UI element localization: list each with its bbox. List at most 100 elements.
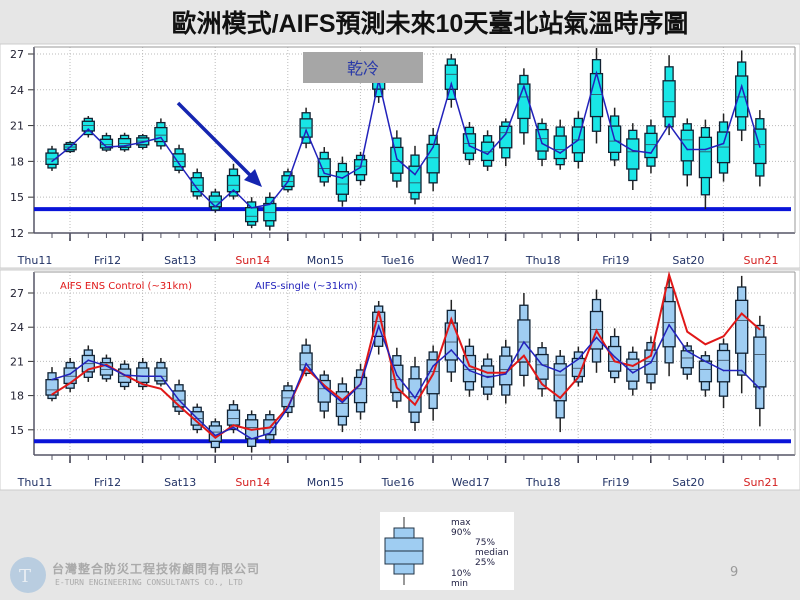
box-p25-p75 xyxy=(553,135,567,160)
box-40 xyxy=(753,315,767,427)
box-p25-p75 xyxy=(735,299,749,354)
series-point xyxy=(432,373,434,375)
box-34 xyxy=(644,119,658,174)
box-p25-p75 xyxy=(408,378,422,413)
series-point xyxy=(196,188,198,190)
series-point xyxy=(414,173,416,176)
series-point xyxy=(686,350,689,352)
series-point xyxy=(51,160,53,163)
series-point xyxy=(577,139,580,141)
legend-series-1: AIFS ENS Control (~31km) xyxy=(60,281,192,292)
series-point xyxy=(523,341,525,343)
series-point xyxy=(123,145,126,147)
series-point xyxy=(141,375,144,378)
series-line-1 xyxy=(51,270,761,440)
series-point xyxy=(559,397,561,399)
series-point xyxy=(196,417,198,420)
box-38 xyxy=(716,113,731,182)
box-p25-p75 xyxy=(480,141,495,162)
box-23 xyxy=(444,54,458,108)
box-26 xyxy=(499,118,513,167)
box-p25-p75 xyxy=(317,158,331,178)
series-point xyxy=(650,361,652,364)
box-11 xyxy=(226,400,241,434)
series-point xyxy=(668,123,670,126)
box-p25-p75 xyxy=(190,177,204,193)
series-point xyxy=(468,145,471,147)
series-point xyxy=(51,393,53,396)
series-point xyxy=(196,421,198,423)
legend-p25: 25% xyxy=(475,558,495,568)
page-number: 9 xyxy=(730,565,739,580)
series-point xyxy=(323,172,326,175)
box-p25-p75 xyxy=(208,195,223,208)
box-p25-p75 xyxy=(535,128,549,152)
box-13 xyxy=(263,192,277,231)
series-point xyxy=(595,336,598,339)
series-point xyxy=(740,85,743,88)
box-p25-p75 xyxy=(499,355,513,386)
series-point xyxy=(178,399,180,401)
box-p25-p75 xyxy=(680,129,694,162)
series-point xyxy=(141,141,144,144)
box-7 xyxy=(154,357,168,387)
series-point xyxy=(504,373,507,375)
box-12 xyxy=(244,197,259,229)
box-33 xyxy=(626,123,640,191)
series-point xyxy=(87,368,90,371)
legend-max: max xyxy=(451,518,471,528)
box-p25-p75 xyxy=(444,322,458,361)
box-24 xyxy=(462,338,477,397)
series-point xyxy=(396,386,398,389)
box-p25-p75 xyxy=(117,137,132,148)
box-p25-p75 xyxy=(244,207,259,223)
box-36 xyxy=(680,342,694,380)
series-point xyxy=(523,354,525,357)
series-point xyxy=(559,152,561,154)
series-point xyxy=(468,365,471,367)
series-point xyxy=(650,152,652,154)
series-point xyxy=(377,310,380,313)
box-17 xyxy=(335,156,350,207)
day-label: Sun14 xyxy=(235,476,270,489)
day-label: Fri19 xyxy=(602,476,629,489)
series-point xyxy=(595,72,598,74)
box-p25-p75 xyxy=(81,120,95,132)
series-point xyxy=(287,180,289,183)
series-point xyxy=(214,434,217,437)
series-point xyxy=(577,358,580,360)
company-name-zh: 台灣整合防災工程技術顧問有限公司 xyxy=(52,562,261,576)
series-point xyxy=(759,387,761,390)
series-point xyxy=(722,142,725,145)
day-label: Sat13 xyxy=(164,254,196,267)
series-point xyxy=(287,407,289,409)
box-p25-p75 xyxy=(99,138,114,149)
box-p25-p75 xyxy=(553,363,567,402)
series-point xyxy=(377,325,380,327)
series-point xyxy=(650,354,652,357)
series-point xyxy=(613,356,616,358)
trend-arrow-shaft xyxy=(176,101,254,179)
charts: 12 15 18 21 24 27 Thu11 Fri12 Sat13 Sun14 Mon15 Tue… xyxy=(0,43,800,491)
day-label: Sat13 xyxy=(164,476,196,489)
series-point xyxy=(250,438,253,440)
series-point xyxy=(160,136,162,139)
series-point xyxy=(722,335,725,338)
series-point xyxy=(632,149,634,152)
legend-p90: 90% xyxy=(451,528,471,538)
y-tick-label: 15 xyxy=(10,191,24,204)
box-22 xyxy=(426,345,440,421)
series-point xyxy=(87,128,90,130)
series-line-1 xyxy=(51,70,761,209)
series-point xyxy=(486,372,489,374)
box-25 xyxy=(480,130,495,171)
day-label: Wed17 xyxy=(452,476,490,489)
box-37 xyxy=(698,351,713,397)
box-p25-p75 xyxy=(426,359,440,395)
series-point xyxy=(396,158,398,160)
series-point xyxy=(414,397,416,399)
series-point xyxy=(486,376,489,379)
box-16 xyxy=(317,370,331,419)
series-point xyxy=(504,133,507,135)
series-point xyxy=(523,85,525,88)
